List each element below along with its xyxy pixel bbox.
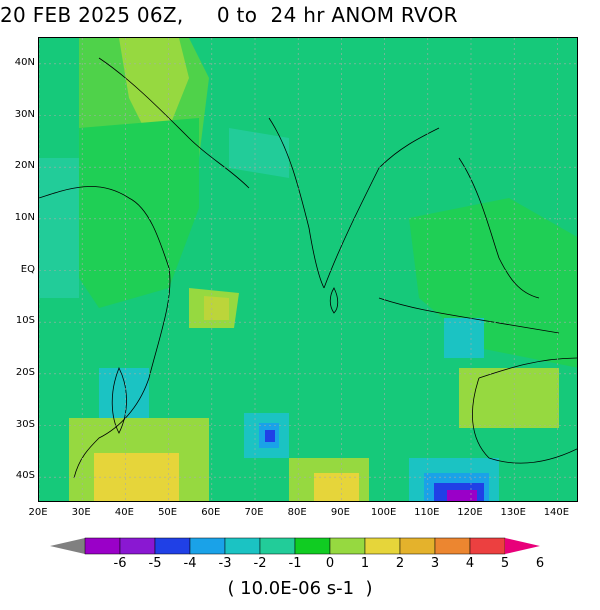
colorbar-high-end (505, 538, 540, 554)
colorbar-label: -5 (148, 556, 162, 571)
colorbar (50, 537, 540, 555)
colorbar-label: 6 (535, 556, 545, 571)
colorbar-segment (469, 537, 506, 555)
colorbar-segment (259, 537, 296, 555)
latitude-label: 30N (14, 108, 35, 120)
latitude-label: 40S (15, 470, 35, 482)
longitude-label: 60E (201, 507, 221, 518)
colorbar-label: 1 (360, 556, 370, 571)
longitude-label: 110E (414, 507, 440, 518)
contour-level-2-central-io (204, 296, 229, 320)
longitude-label: 130E (500, 507, 526, 518)
colorbar-label: 2 (395, 556, 405, 571)
colorbar-label: 0 (325, 556, 335, 571)
contour-level-neg3 (265, 430, 275, 442)
colorbar-segment (224, 537, 261, 555)
colorbar-label: 4 (465, 556, 475, 571)
anomaly-contours (39, 38, 577, 501)
contour-positive-east-africa (79, 118, 199, 308)
map-title: 20 FEB 2025 06Z, 0 to 24 hr ANOM RVOR (0, 3, 458, 27)
colorbar-label: 3 (430, 556, 440, 571)
longitude-label: 30E (71, 507, 91, 518)
coastline-africa-east (39, 186, 171, 479)
colorbar-segment (84, 537, 121, 555)
colorbar-segment (154, 537, 191, 555)
contour-negative-timor (444, 318, 484, 358)
latitude-label: 20S (15, 366, 35, 378)
colorbar-label: -6 (113, 556, 127, 571)
contour-positive-maritime (409, 198, 577, 368)
contour-positive-australia (459, 368, 559, 428)
contour-negative-arabian-sea (229, 128, 289, 178)
contour-negative-west-africa (39, 158, 79, 298)
colorbar-label: -2 (253, 556, 267, 571)
longitude-label: 140E (543, 507, 570, 518)
coastlines (39, 57, 577, 479)
colorbar-label: -4 (183, 556, 197, 571)
contour-level-3-south-central (314, 473, 359, 501)
longitude-label: 120E (457, 507, 483, 518)
contour-level-2-north (119, 38, 189, 138)
longitude-label: 50E (158, 507, 178, 518)
latitude-label: EQ (20, 263, 35, 275)
coastline-red-sea (98, 57, 250, 189)
colorbar-segment (294, 537, 331, 555)
longitude-label: 90E (330, 507, 350, 518)
longitude-label: 100E (370, 507, 397, 518)
colorbar-segment (329, 537, 366, 555)
contour-level-neg5-southeast (447, 490, 477, 501)
coastline-australia-north (478, 357, 577, 379)
longitude-label: 80E (287, 507, 307, 518)
vorticity-map (39, 38, 577, 501)
coastline-indonesia (378, 297, 560, 334)
colorbar-label: -1 (288, 556, 302, 571)
colorbar-segment (189, 537, 226, 555)
contour-level-3-southwest (94, 453, 179, 501)
units-label: ( 10.0E-06 s-1 ) (227, 578, 373, 599)
contour-negative-madagascar (99, 368, 149, 418)
colorbar-segment (399, 537, 436, 555)
longitude-label: 70E (244, 507, 264, 518)
colorbar-segment (364, 537, 401, 555)
latitude-label: 30S (15, 418, 35, 430)
coastline-bay-of-bengal (323, 127, 440, 289)
coastline-india (268, 117, 325, 289)
coastline-madagascar (111, 367, 127, 434)
coastline-sri-lanka (329, 287, 339, 314)
graticule (39, 38, 577, 501)
latitude-label: 40N (14, 56, 35, 68)
colorbar-label: 5 (500, 556, 510, 571)
coastline-southeast-asia (458, 157, 540, 299)
longitude-label: 40E (114, 507, 134, 518)
latitude-label: 20N (14, 160, 35, 172)
latitude-label: 10S (15, 315, 35, 327)
colorbar-segment (434, 537, 471, 555)
map-panel (38, 37, 578, 502)
colorbar-low-end (50, 538, 85, 554)
longitude-label: 20E (28, 507, 48, 518)
coastline-australia-west (472, 377, 577, 464)
colorbar-label: -3 (218, 556, 232, 571)
colorbar-segment (119, 537, 156, 555)
latitude-label: 10N (14, 211, 35, 223)
